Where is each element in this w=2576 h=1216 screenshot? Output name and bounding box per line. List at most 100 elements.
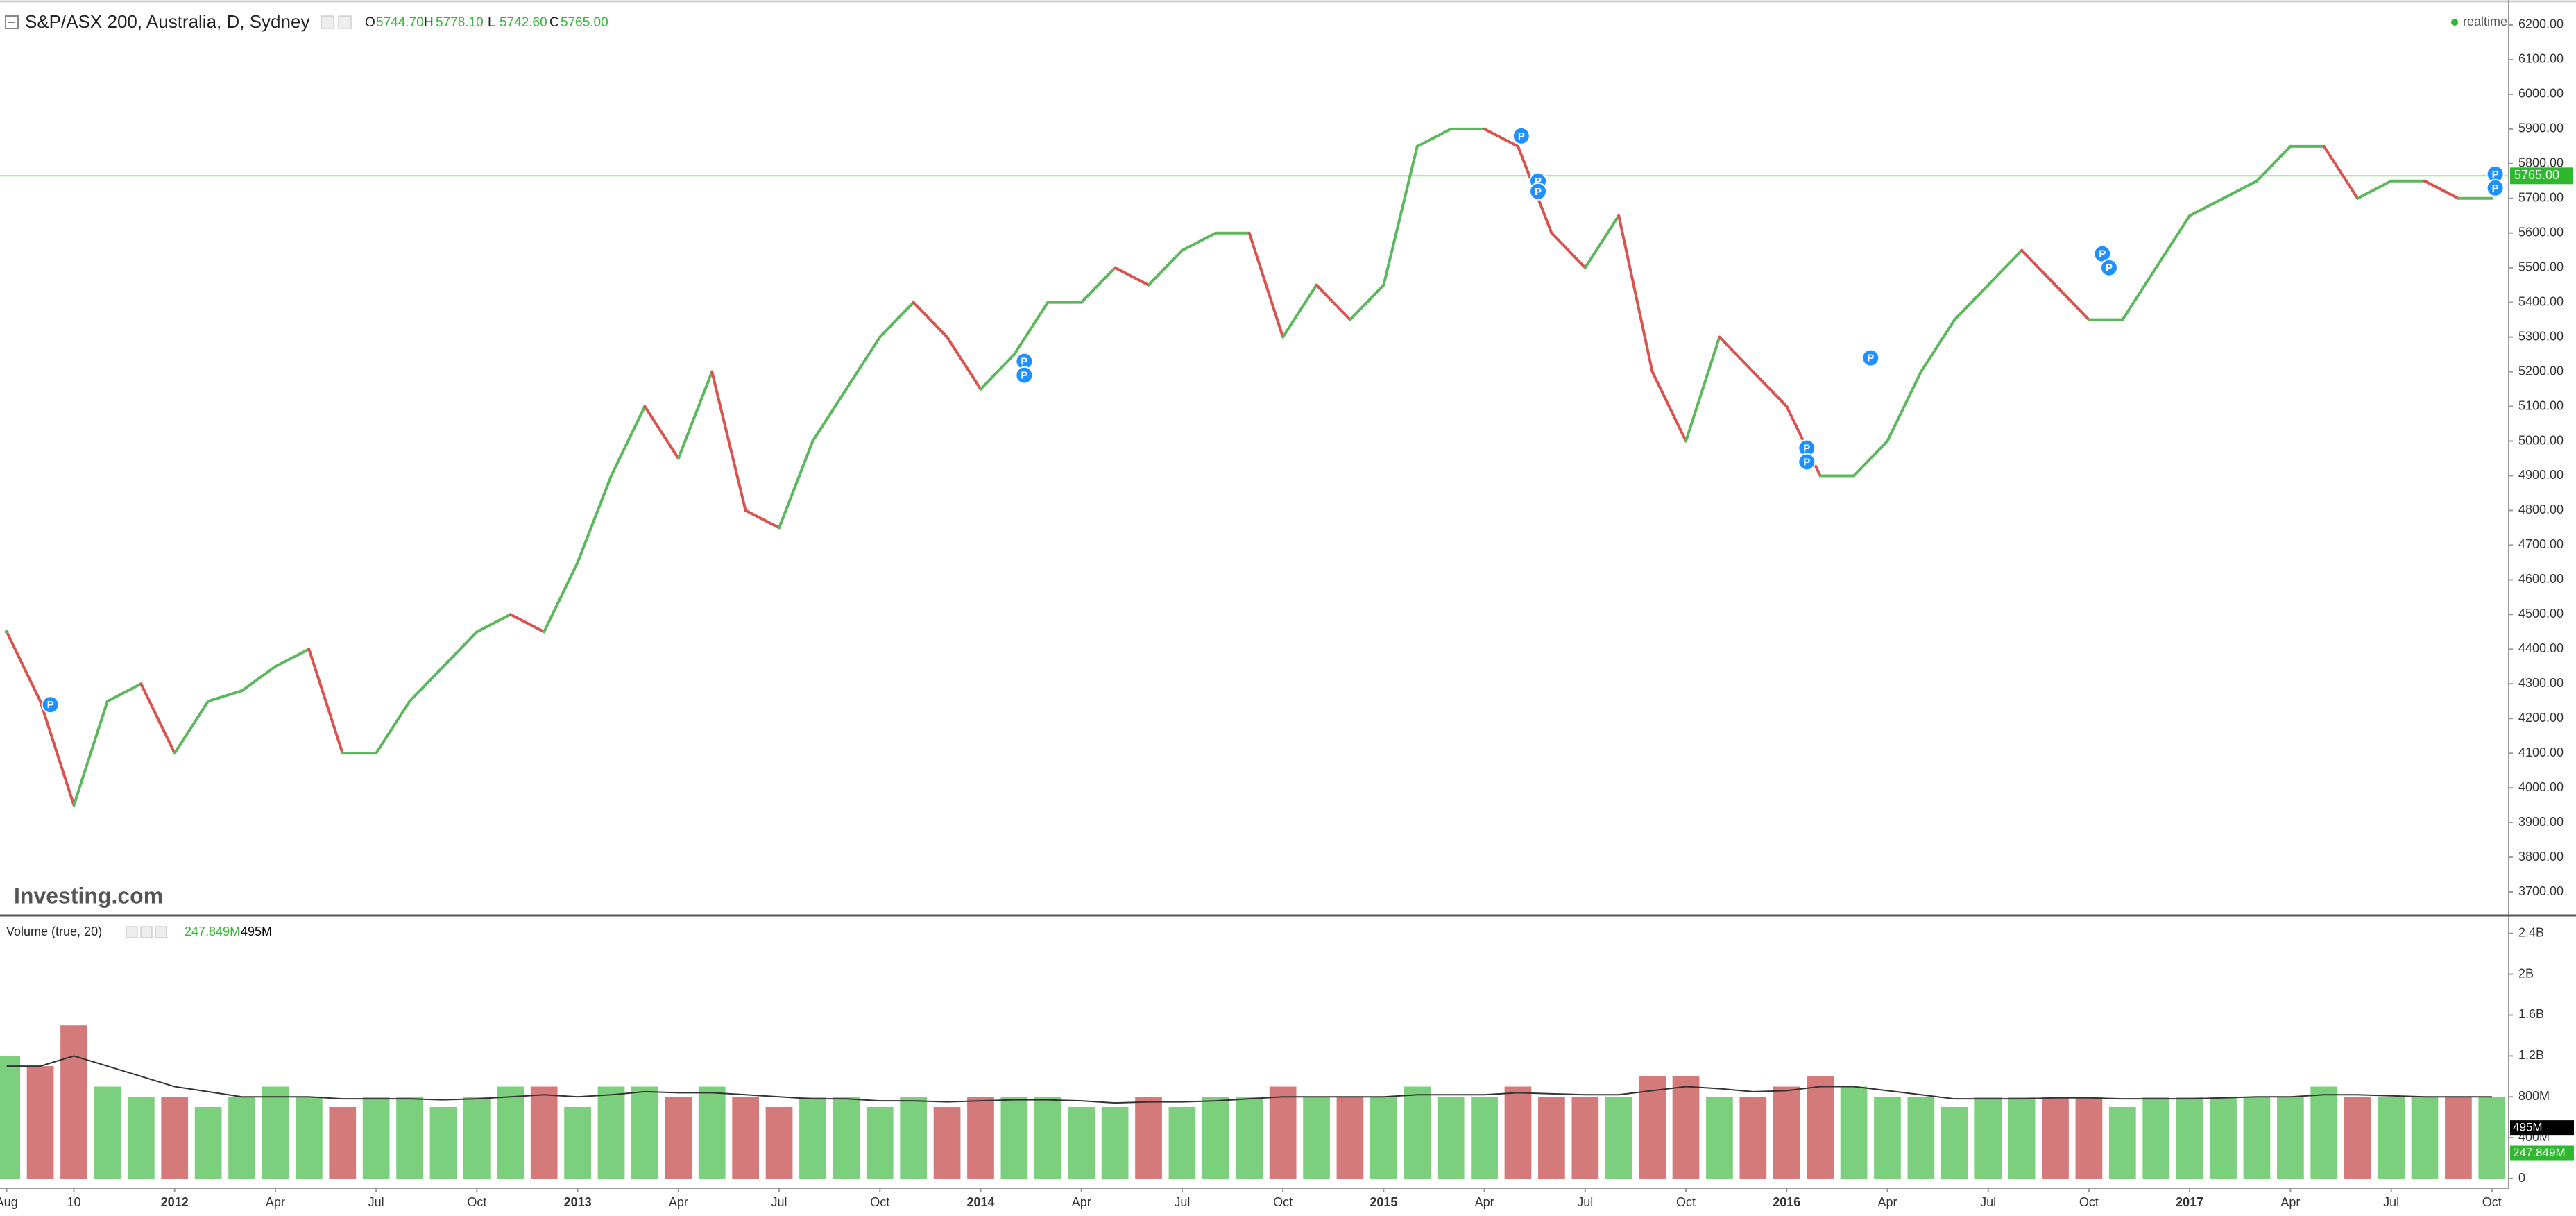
volume-bar	[194, 1106, 222, 1179]
price-segment	[1751, 370, 1789, 408]
volume-bar	[1605, 1097, 1632, 1179]
event-marker	[1798, 453, 1816, 471]
y-tick-label: 2.4B	[2518, 925, 2544, 939]
event-marker	[1529, 182, 1548, 201]
volume-bar	[967, 1097, 994, 1179]
volume-bar	[60, 1025, 87, 1179]
x-tick-label: Oct	[1273, 1195, 1293, 1209]
x-tick-label: Apr	[1877, 1195, 1897, 1209]
x-tick-label: 2017	[2176, 1195, 2203, 1209]
event-marker-label: P	[1803, 442, 1810, 454]
x-tick-label: Jul	[1980, 1195, 1996, 1209]
close-button[interactable]	[155, 926, 167, 938]
price-segment	[1180, 231, 1218, 252]
volume-bar	[2276, 1097, 2304, 1179]
y-tick-label: 5800.00	[2518, 156, 2564, 170]
y-tick-label: 4200.00	[2518, 711, 2564, 725]
volume-bar	[94, 1086, 121, 1179]
x-tick-label: 10	[67, 1195, 80, 1209]
price-segment	[576, 474, 613, 564]
y-tick-label: 4300.00	[2518, 676, 2564, 690]
price-segment	[307, 648, 344, 755]
hide-button[interactable]	[140, 926, 153, 938]
volume-bar	[765, 1106, 793, 1179]
x-tick-label: Jul	[1577, 1195, 1593, 1209]
volume-bar	[2411, 1097, 2439, 1179]
chart-title[interactable]: S&P/ASX 200, Australia, D, Sydney	[25, 11, 309, 32]
x-tick-label: Jul	[771, 1195, 787, 1209]
volume-bar	[1303, 1097, 1330, 1179]
volume-bar	[2176, 1097, 2203, 1179]
volume-ma-value: 495M	[241, 924, 272, 938]
volume-bar	[1874, 1097, 1901, 1179]
volume-bar	[161, 1097, 189, 1179]
y-tick-label: 5600.00	[2518, 225, 2564, 239]
x-tick-label: Aug	[0, 1195, 18, 1209]
event-marker-label: P	[1518, 130, 1525, 142]
collapse-button[interactable]	[5, 15, 19, 29]
settings-button[interactable]	[126, 926, 138, 938]
volume-bar	[1034, 1097, 1061, 1179]
volume-bar	[1940, 1106, 1968, 1179]
volume-bar	[1000, 1097, 1028, 1179]
volume-bar	[631, 1086, 658, 1179]
y-tick-label: 4600.00	[2518, 572, 2564, 586]
volume-bar	[1370, 1097, 1397, 1179]
price-segment	[744, 509, 781, 530]
x-tick-label: 2014	[966, 1195, 994, 1209]
price-segment	[2255, 144, 2292, 183]
header: S&P/ASX 200, Australia, D, Sydney O 5744…	[5, 11, 2507, 32]
event-marker-label: P	[2106, 262, 2113, 274]
volume-title[interactable]: Volume (true, 20)	[6, 924, 102, 938]
close-button[interactable]	[338, 15, 352, 29]
ohlc-value: 5742.60	[500, 15, 547, 30]
volume-bar	[732, 1097, 759, 1179]
volume-bar	[2008, 1097, 2036, 1179]
price-segment	[1953, 283, 1990, 321]
y-tick-label: 6100.00	[2518, 52, 2564, 66]
y-tick-label: 4000.00	[2518, 780, 2564, 794]
volume-bar	[228, 1097, 255, 1179]
volume-bar	[2243, 1097, 2271, 1179]
volume-bar	[933, 1106, 961, 1179]
price-segment	[844, 335, 882, 391]
volume-bar	[1404, 1086, 1431, 1179]
y-tick-label: 6000.00	[2518, 87, 2564, 101]
ohlc-value: 5778.10	[436, 15, 484, 30]
price-segment	[1315, 283, 1351, 321]
y-tick-label: 5300.00	[2518, 329, 2564, 343]
x-tick-label: Apr	[669, 1195, 688, 1209]
price-segment	[643, 405, 680, 460]
price-segment	[273, 648, 311, 668]
x-tick-label: Oct	[467, 1195, 486, 1209]
volume-bar	[1504, 1086, 1532, 1179]
y-tick-label: 5900.00	[2518, 121, 2564, 135]
volume-last-label: 495M	[2513, 1121, 2543, 1134]
volume-bar	[429, 1106, 457, 1179]
x-tick-label: Jul	[368, 1195, 384, 1209]
price-segment	[1348, 283, 1385, 321]
price-segment	[1114, 266, 1150, 287]
y-tick-label: 1.2B	[2518, 1048, 2544, 1062]
settings-button[interactable]	[321, 15, 334, 29]
y-tick-label: 6200.00	[2518, 17, 2564, 31]
price-segment	[1986, 248, 2024, 287]
volume-bar	[0, 1056, 21, 1179]
last-price-label: 5765.00	[2514, 168, 2559, 182]
ohlc-value: 5744.70	[376, 15, 424, 30]
volume-bar	[2310, 1086, 2338, 1179]
y-tick-label: 3900.00	[2518, 815, 2564, 829]
price-segment	[1919, 318, 1956, 373]
volume-bar	[2108, 1106, 2136, 1179]
x-tick-label: Jul	[1174, 1195, 1190, 1209]
volume-bar	[127, 1097, 155, 1179]
price-segment	[5, 630, 42, 703]
volume-bar	[1202, 1097, 1229, 1179]
logo: Investing.com	[14, 883, 163, 908]
volume-bar	[295, 1097, 323, 1179]
volume-bar	[1168, 1106, 1196, 1179]
volume-ma-line	[6, 1055, 2492, 1104]
volume-bar	[2344, 1097, 2371, 1179]
